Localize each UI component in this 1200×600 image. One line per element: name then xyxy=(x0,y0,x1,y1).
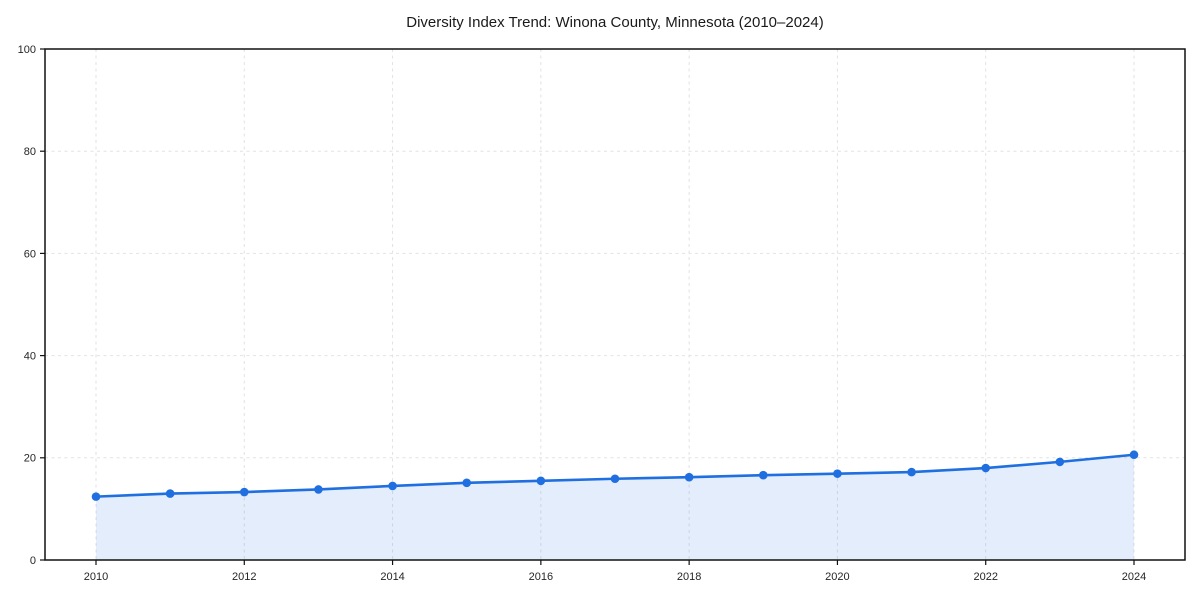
y-tick-label: 60 xyxy=(24,248,36,260)
y-axis-labels: 0 20 40 60 80 100 xyxy=(18,44,36,567)
x-tick-label: 2014 xyxy=(380,571,404,583)
data-point-marker xyxy=(462,478,472,488)
data-point-marker xyxy=(314,485,323,494)
data-point-marker xyxy=(907,467,916,477)
area-fill xyxy=(96,454,1134,560)
y-tick-label: 20 xyxy=(24,453,36,465)
data-point-marker xyxy=(91,492,101,501)
data-point-markers xyxy=(91,450,1139,501)
data-point-marker xyxy=(536,476,546,486)
area-fill-path xyxy=(96,454,1134,560)
data-point-marker xyxy=(610,474,620,484)
data-point-marker xyxy=(981,463,991,473)
axes-spines xyxy=(44,48,1186,561)
plot-frame xyxy=(44,48,1186,561)
x-tick-label: 2024 xyxy=(1122,571,1146,583)
data-point-marker xyxy=(1129,450,1139,460)
y-tick-label: 0 xyxy=(30,555,36,567)
y-tick-label: 80 xyxy=(24,146,36,158)
x-tick-label: 2016 xyxy=(529,571,553,583)
data-point-marker xyxy=(239,487,249,497)
data-point-marker xyxy=(833,469,842,478)
x-axis-labels: 2010 2012 2014 2016 2018 2020 2022 2024 xyxy=(84,571,1146,583)
x-tick-label: 2020 xyxy=(825,571,849,583)
data-point-marker xyxy=(1055,457,1065,467)
chart-title: Diversity Index Trend: Winona County, Mi… xyxy=(406,14,823,31)
x-tick-label: 2022 xyxy=(973,571,997,583)
data-point-marker xyxy=(388,481,397,491)
y-tick-label: 100 xyxy=(18,44,36,56)
data-point-marker xyxy=(165,489,175,498)
y-tick-label: 40 xyxy=(24,350,36,362)
data-point-marker xyxy=(758,470,768,480)
data-point-marker xyxy=(684,472,694,482)
x-tick-label: 2012 xyxy=(232,571,256,583)
x-tick-label: 2018 xyxy=(677,571,701,583)
x-tick-label: 2010 xyxy=(84,571,108,583)
tick-marks xyxy=(40,48,1135,565)
